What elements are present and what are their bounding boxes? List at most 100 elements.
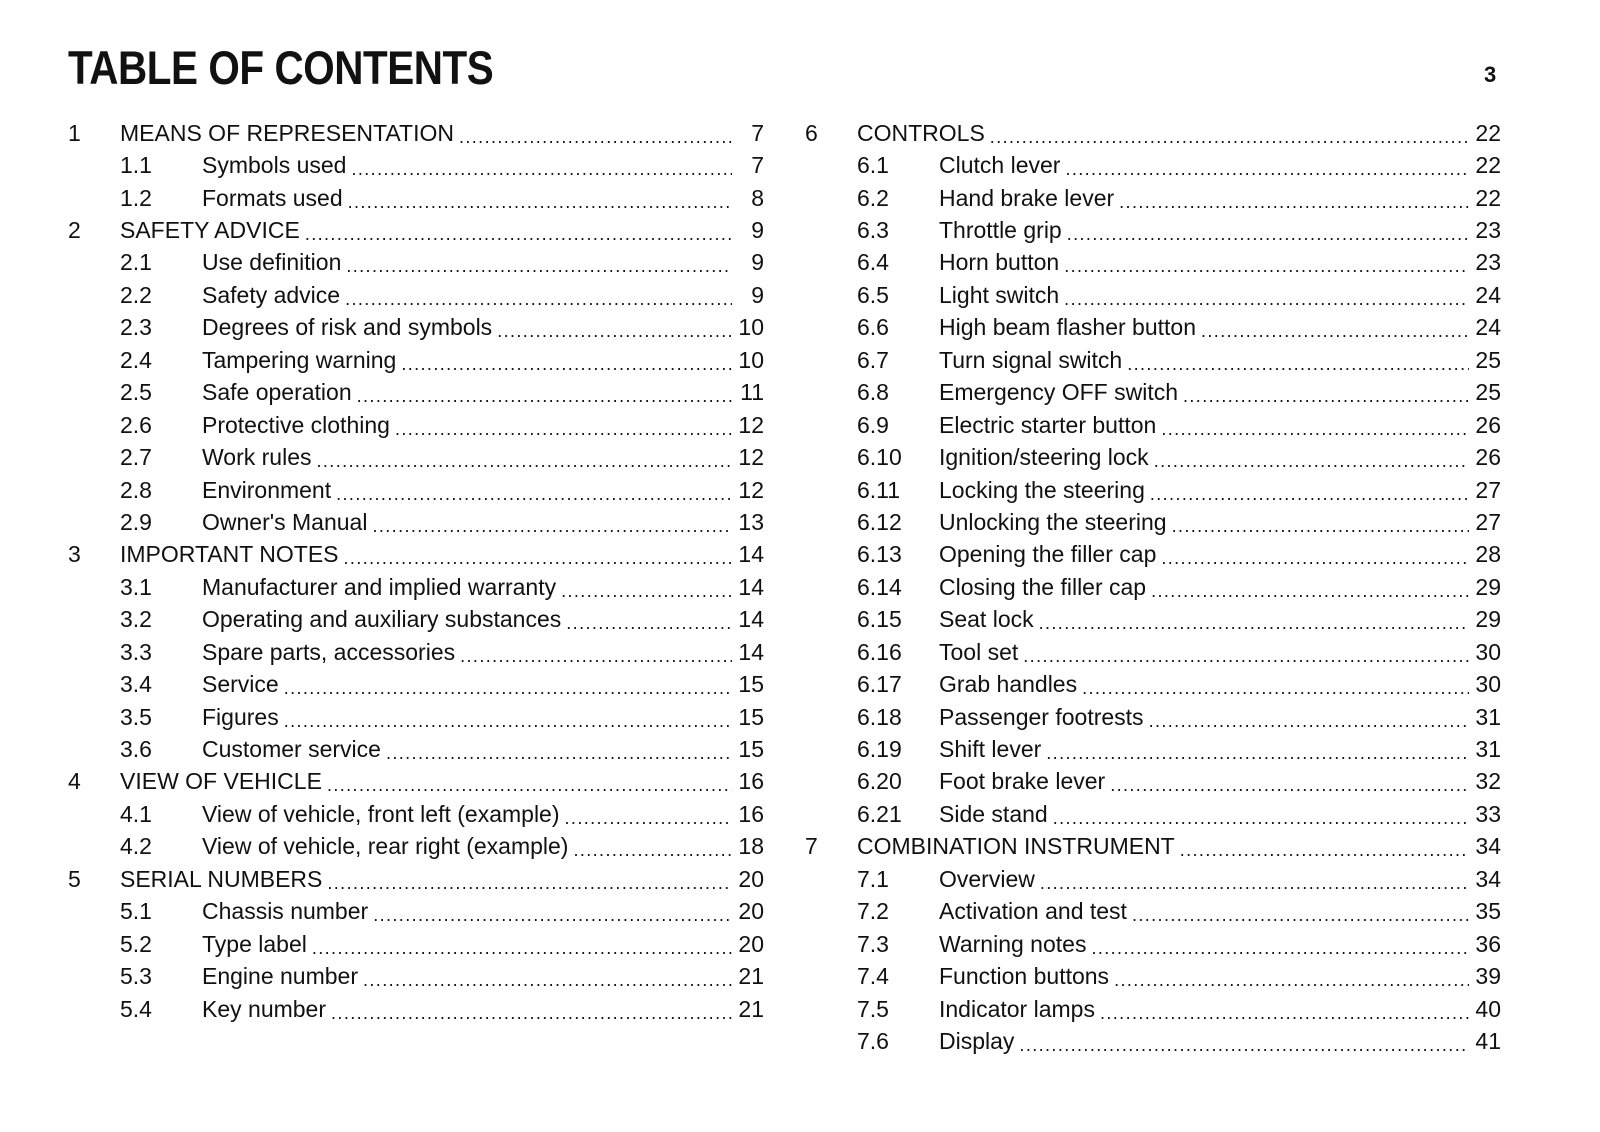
dot-leader <box>1110 770 1469 797</box>
dot-leader <box>1201 316 1469 343</box>
toc-section-entry[interactable]: 2.7 Work rules 12 <box>68 441 764 473</box>
toc-section-entry[interactable]: 7.4 Function buttons 39 <box>805 960 1501 992</box>
entry-number: 6.6 <box>857 314 889 341</box>
entry-title: Seat lock <box>939 606 1034 633</box>
toc-section-entry[interactable]: 3.3 Spare parts, accessories 14 <box>68 636 764 668</box>
dot-leader <box>284 673 732 700</box>
toc-section-entry[interactable]: 3.4 Service 15 <box>68 668 764 700</box>
entry-title: Customer service <box>202 736 381 763</box>
toc-section-entry[interactable]: 2.3 Degrees of risk and symbols 10 <box>68 312 764 344</box>
toc-chapter-entry[interactable]: 6 CONTROLS 22 <box>805 117 1501 149</box>
dot-leader <box>990 122 1469 149</box>
toc-section-entry[interactable]: 2.8 Environment 12 <box>68 474 764 506</box>
toc-section-entry[interactable]: 7.5 Indicator lamps 40 <box>805 993 1501 1025</box>
entry-number: 2 <box>68 217 81 244</box>
entry-number: 6.16 <box>857 638 902 665</box>
entry-title: Locking the steering <box>939 476 1145 503</box>
toc-section-entry[interactable]: 3.6 Customer service 15 <box>68 733 764 765</box>
toc-section-entry[interactable]: 6.20 Foot brake lever 32 <box>805 766 1501 798</box>
toc-section-entry[interactable]: 5.1 Chassis number 20 <box>68 896 764 928</box>
entry-title: View of vehicle, front left (example) <box>202 800 560 827</box>
toc-section-entry[interactable]: 6.17 Grab handles 30 <box>805 668 1501 700</box>
toc-section-entry[interactable]: 6.8 Emergency OFF switch 25 <box>805 377 1501 409</box>
toc-section-entry[interactable]: 6.3 Throttle grip 23 <box>805 214 1501 246</box>
toc-section-entry[interactable]: 5.3 Engine number 21 <box>68 960 764 992</box>
toc-chapter-entry[interactable]: 4 VIEW OF VEHICLE 16 <box>68 766 764 798</box>
toc-section-entry[interactable]: 6.1 Clutch lever 22 <box>805 149 1501 181</box>
entry-title: Symbols used <box>202 152 347 179</box>
toc-section-entry[interactable]: 6.18 Passenger footrests 31 <box>805 701 1501 733</box>
dot-leader <box>395 414 732 441</box>
dot-leader <box>1053 803 1469 830</box>
dot-leader <box>1064 284 1469 311</box>
entry-number: 6.13 <box>857 541 902 568</box>
entry-number: 7.2 <box>857 898 889 925</box>
toc-section-entry[interactable]: 6.16 Tool set 30 <box>805 636 1501 668</box>
dot-leader <box>566 608 732 635</box>
page-title: TABLE OF CONTENTS <box>68 41 494 94</box>
entry-page: 28 <box>1475 541 1501 568</box>
toc-section-entry[interactable]: 2.1 Use definition 9 <box>68 247 764 279</box>
toc-section-entry[interactable]: 5.4 Key number 21 <box>68 993 764 1025</box>
dot-leader <box>1161 543 1469 570</box>
toc-chapter-entry[interactable]: 2 SAFETY ADVICE 9 <box>68 214 764 246</box>
toc-section-entry[interactable]: 6.13 Opening the filler cap 28 <box>805 539 1501 571</box>
toc-section-entry[interactable]: 6.12 Unlocking the steering 27 <box>805 506 1501 538</box>
toc-section-entry[interactable]: 5.2 Type label 20 <box>68 928 764 960</box>
entry-number: 3.5 <box>120 703 152 730</box>
entry-number: 6.8 <box>857 379 889 406</box>
toc-section-entry[interactable]: 1.2 Formats used 8 <box>68 182 764 214</box>
entry-page: 31 <box>1475 703 1501 730</box>
toc-section-entry[interactable]: 6.11 Locking the steering 27 <box>805 474 1501 506</box>
toc-section-entry[interactable]: 7.3 Warning notes 36 <box>805 928 1501 960</box>
toc-section-entry[interactable]: 7.2 Activation and test 35 <box>805 896 1501 928</box>
entry-page: 16 <box>738 768 764 795</box>
entry-number: 2.7 <box>120 444 152 471</box>
entry-page: 26 <box>1475 444 1501 471</box>
entry-title: IMPORTANT NOTES <box>120 541 339 568</box>
toc-section-entry[interactable]: 2.2 Safety advice 9 <box>68 279 764 311</box>
toc-section-entry[interactable]: 3.2 Operating and auxiliary substances 14 <box>68 604 764 636</box>
entry-number: 6.2 <box>857 184 889 211</box>
toc-section-entry[interactable]: 2.5 Safe operation 11 <box>68 377 764 409</box>
toc-section-entry[interactable]: 3.5 Figures 15 <box>68 701 764 733</box>
toc-section-entry[interactable]: 4.2 View of vehicle, rear right (example)… <box>68 831 764 863</box>
toc-section-entry[interactable]: 6.6 High beam flasher button 24 <box>805 312 1501 344</box>
dot-leader <box>336 479 732 506</box>
toc-section-entry[interactable]: 2.9 Owner's Manual 13 <box>68 506 764 538</box>
toc-section-entry[interactable]: 2.4 Tampering warning 10 <box>68 344 764 376</box>
entry-title: Safe operation <box>202 379 352 406</box>
toc-section-entry[interactable]: 4.1 View of vehicle, front left (example)… <box>68 798 764 830</box>
toc-section-entry[interactable]: 6.19 Shift lever 31 <box>805 733 1501 765</box>
entry-title: Indicator lamps <box>939 995 1095 1022</box>
entry-title: Key number <box>202 995 327 1022</box>
toc-section-entry[interactable]: 6.10 Ignition/steering lock 26 <box>805 441 1501 473</box>
toc-section-entry[interactable]: 6.15 Seat lock 29 <box>805 604 1501 636</box>
toc-section-entry[interactable]: 2.6 Protective clothing 12 <box>68 409 764 441</box>
entry-page: 18 <box>738 833 764 860</box>
entry-title: High beam flasher button <box>939 314 1196 341</box>
toc-section-entry[interactable]: 6.5 Light switch 24 <box>805 279 1501 311</box>
dot-leader <box>346 251 732 278</box>
toc-chapter-entry[interactable]: 5 SERIAL NUMBERS 20 <box>68 863 764 895</box>
toc-section-entry[interactable]: 6.14 Closing the filler cap 29 <box>805 571 1501 603</box>
dot-leader <box>1180 835 1469 862</box>
toc-section-entry[interactable]: 6.9 Electric starter button 26 <box>805 409 1501 441</box>
entry-title: Clutch lever <box>939 152 1061 179</box>
dot-leader <box>351 154 732 181</box>
toc-chapter-entry[interactable]: 3 IMPORTANT NOTES 14 <box>68 539 764 571</box>
entry-number: 6.11 <box>857 476 901 503</box>
toc-section-entry[interactable]: 6.21 Side stand 33 <box>805 798 1501 830</box>
toc-section-entry[interactable]: 1.1 Symbols used 7 <box>68 149 764 181</box>
toc-chapter-entry[interactable]: 1 MEANS OF REPRESENTATION 7 <box>68 117 764 149</box>
toc-section-entry[interactable]: 3.1 Manufacturer and implied warranty 14 <box>68 571 764 603</box>
toc-section-entry[interactable]: 6.7 Turn signal switch 25 <box>805 344 1501 376</box>
toc-section-entry[interactable]: 6.4 Horn button 23 <box>805 247 1501 279</box>
toc-section-entry[interactable]: 6.2 Hand brake lever 22 <box>805 182 1501 214</box>
dot-leader <box>1046 738 1469 765</box>
entry-title: SAFETY ADVICE <box>120 217 300 244</box>
toc-section-entry[interactable]: 7.1 Overview 34 <box>805 863 1501 895</box>
toc-section-entry[interactable]: 7.6 Display 41 <box>805 1025 1501 1057</box>
entry-number: 4 <box>68 768 81 795</box>
toc-chapter-entry[interactable]: 7 COMBINATION INSTRUMENT 34 <box>805 831 1501 863</box>
